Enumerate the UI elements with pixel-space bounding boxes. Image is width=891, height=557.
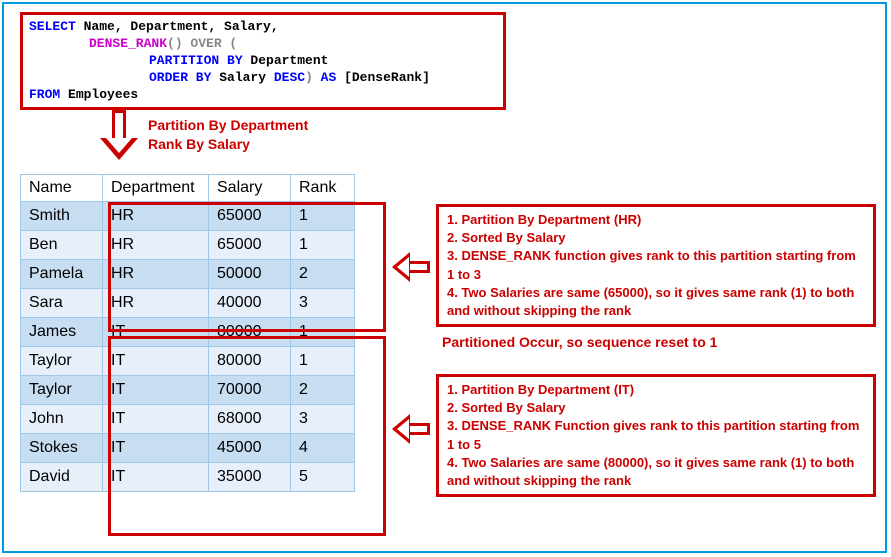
cell-rank: 2 [291,260,355,289]
sql-orderby-field: Salary [211,70,273,85]
cell-dept: HR [103,260,209,289]
cell-dept: HR [103,289,209,318]
sql-fields: Name, Department, Salary, [76,19,279,34]
cell-dept: IT [103,376,209,405]
annot-it-4: 4. Two Salaries are same (80000), so it … [447,454,865,490]
cell-name: David [21,463,103,492]
cell-name: Stokes [21,434,103,463]
table-row: StokesIT450004 [21,434,355,463]
sql-close: ) [305,70,321,85]
cell-dept: IT [103,347,209,376]
col-department: Department [103,175,209,202]
annot-hr-4: 4. Two Salaries are same (65000), so it … [447,284,865,320]
result-table: Name Department Salary Rank SmithHR65000… [20,174,355,492]
table-row: BenHR650001 [21,231,355,260]
cell-name: John [21,405,103,434]
cell-dept: IT [103,434,209,463]
cell-salary: 45000 [209,434,291,463]
cell-rank: 2 [291,376,355,405]
cell-salary: 50000 [209,260,291,289]
cell-rank: 1 [291,318,355,347]
down-label-1: Partition By Department [148,116,308,135]
annotation-it: 1. Partition By Department (IT) 2. Sorte… [436,374,876,497]
cell-dept: IT [103,463,209,492]
cell-salary: 65000 [209,231,291,260]
cell-rank: 1 [291,202,355,231]
col-salary: Salary [209,175,291,202]
col-name: Name [21,175,103,202]
sql-partition-field: Department [243,53,329,68]
cell-dept: HR [103,231,209,260]
sql-fn: DENSE_RANK [89,36,167,51]
cell-name: Sara [21,289,103,318]
table-row: JamesIT800001 [21,318,355,347]
sql-orderby: ORDER BY [149,70,211,85]
cell-rank: 1 [291,231,355,260]
cell-salary: 40000 [209,289,291,318]
down-label-2: Rank By Salary [148,135,308,154]
table-row: PamelaHR500002 [21,260,355,289]
table-row: DavidIT350005 [21,463,355,492]
sql-as: AS [321,70,337,85]
table-row: JohnIT680003 [21,405,355,434]
table-row: TaylorIT800001 [21,347,355,376]
col-rank: Rank [291,175,355,202]
cell-name: Taylor [21,376,103,405]
cell-dept: HR [103,202,209,231]
cell-name: James [21,318,103,347]
cell-rank: 3 [291,405,355,434]
cell-dept: IT [103,318,209,347]
table-row: SmithHR650001 [21,202,355,231]
cell-name: Pamela [21,260,103,289]
table-row: TaylorIT700002 [21,376,355,405]
cell-salary: 35000 [209,463,291,492]
cell-salary: 68000 [209,405,291,434]
cell-salary: 80000 [209,318,291,347]
sql-partition: PARTITION BY [149,53,243,68]
annot-hr-1: 1. Partition By Department (HR) [447,211,865,229]
mid-label: Partitioned Occur, so sequence reset to … [442,334,717,350]
cell-rank: 4 [291,434,355,463]
annot-it-3: 3. DENSE_RANK Function gives rank to thi… [447,417,865,453]
cell-rank: 1 [291,347,355,376]
sql-desc: DESC [274,70,305,85]
sql-query-box: SELECT Name, Department, Salary, DENSE_R… [20,12,506,110]
sql-over: () OVER ( [167,36,237,51]
annotation-hr: 1. Partition By Department (HR) 2. Sorte… [436,204,876,327]
cell-name: Ben [21,231,103,260]
cell-rank: 5 [291,463,355,492]
arrow-left-hr-icon [392,252,432,282]
sql-alias: [DenseRank] [336,70,430,85]
cell-dept: IT [103,405,209,434]
cell-name: Taylor [21,347,103,376]
down-arrow-label: Partition By Department Rank By Salary [148,116,308,154]
table-body: SmithHR650001BenHR650001PamelaHR500002Sa… [21,202,355,492]
arrow-left-it-icon [392,414,432,444]
cell-name: Smith [21,202,103,231]
table-header-row: Name Department Salary Rank [21,175,355,202]
sql-from: FROM [29,87,60,102]
table-row: SaraHR400003 [21,289,355,318]
annot-it-1: 1. Partition By Department (IT) [447,381,865,399]
diagram-frame: SELECT Name, Department, Salary, DENSE_R… [2,2,887,553]
annot-hr-2: 2. Sorted By Salary [447,229,865,247]
annot-it-2: 2. Sorted By Salary [447,399,865,417]
sql-select: SELECT [29,19,76,34]
sql-table: Employees [60,87,138,102]
annot-hr-3: 3. DENSE_RANK function gives rank to thi… [447,247,865,283]
cell-salary: 80000 [209,347,291,376]
cell-salary: 70000 [209,376,291,405]
cell-salary: 65000 [209,202,291,231]
cell-rank: 3 [291,289,355,318]
arrow-down-icon [102,110,136,162]
